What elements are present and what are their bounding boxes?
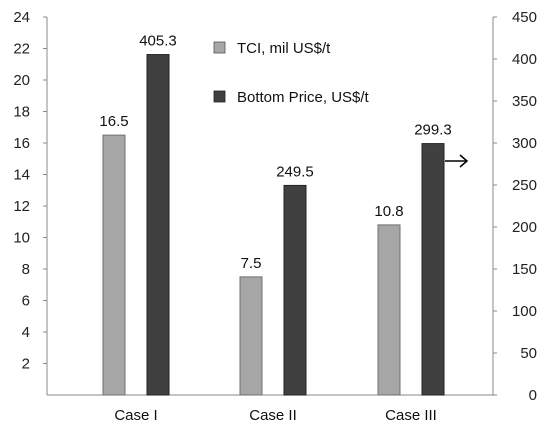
right-tick-label: 0: [529, 387, 537, 404]
right-tick-label: 50: [520, 345, 537, 362]
right-tick-label: 350: [512, 93, 537, 110]
data-label-tci: 10.8: [374, 203, 403, 220]
category-label: Case III: [385, 407, 437, 424]
left-tick-label: 12: [13, 198, 30, 215]
data-label-bottom-price: 249.5: [276, 163, 314, 180]
left-tick-label: 24: [13, 9, 30, 26]
data-label-tci: 7.5: [241, 255, 262, 272]
legend: TCI, mil US$/t Bottom Price, US$/t: [213, 40, 370, 106]
right-axis-arrow: [445, 154, 469, 168]
category-label: Case II: [249, 407, 297, 424]
left-tick-label: 16: [13, 135, 30, 152]
legend-label-bottom-price: Bottom Price, US$/t: [237, 89, 370, 106]
data-labels-group: 16.5 405.3 7.5 249.5 10.8 299.3: [99, 33, 451, 272]
right-y-axis: 0 50 100 150 200 250 300 350 400 450: [492, 9, 537, 404]
legend-swatch-bottom-price: [213, 90, 226, 103]
left-tick-label: 22: [13, 41, 30, 58]
bar-bottom-price: [283, 184, 307, 396]
left-tick-label: 8: [22, 261, 30, 278]
bars-group: [102, 54, 445, 396]
bar-tci: [377, 224, 401, 396]
left-tick-label: 2: [22, 356, 30, 373]
data-label-tci: 16.5: [99, 113, 128, 130]
bar-bottom-price: [146, 54, 170, 396]
right-tick-label: 200: [512, 219, 537, 236]
data-label-bottom-price: 299.3: [414, 122, 452, 139]
legend-swatch-tci: [213, 41, 226, 54]
bar-bottom-price: [421, 143, 445, 396]
right-tick-label: 150: [512, 261, 537, 278]
category-labels-group: Case I Case II Case III: [114, 407, 437, 424]
right-tick-label: 250: [512, 177, 537, 194]
right-tick-label: 400: [512, 51, 537, 68]
left-tick-label: 14: [13, 167, 30, 184]
right-tick-label: 450: [512, 9, 537, 26]
right-tick-label: 100: [512, 303, 537, 320]
bar-tci: [239, 276, 263, 396]
left-tick-label: 20: [13, 72, 30, 89]
left-tick-label: 4: [22, 324, 30, 341]
left-tick-label: 10: [13, 230, 30, 247]
left-tick-label: 6: [22, 293, 30, 310]
legend-label-tci: TCI, mil US$/t: [237, 40, 331, 57]
arrow-head: [459, 154, 469, 168]
right-tick-label: 300: [512, 135, 537, 152]
left-tick-label: 18: [13, 104, 30, 121]
bar-tci: [102, 134, 126, 396]
data-label-bottom-price: 405.3: [139, 33, 177, 50]
category-label: Case I: [114, 407, 157, 424]
